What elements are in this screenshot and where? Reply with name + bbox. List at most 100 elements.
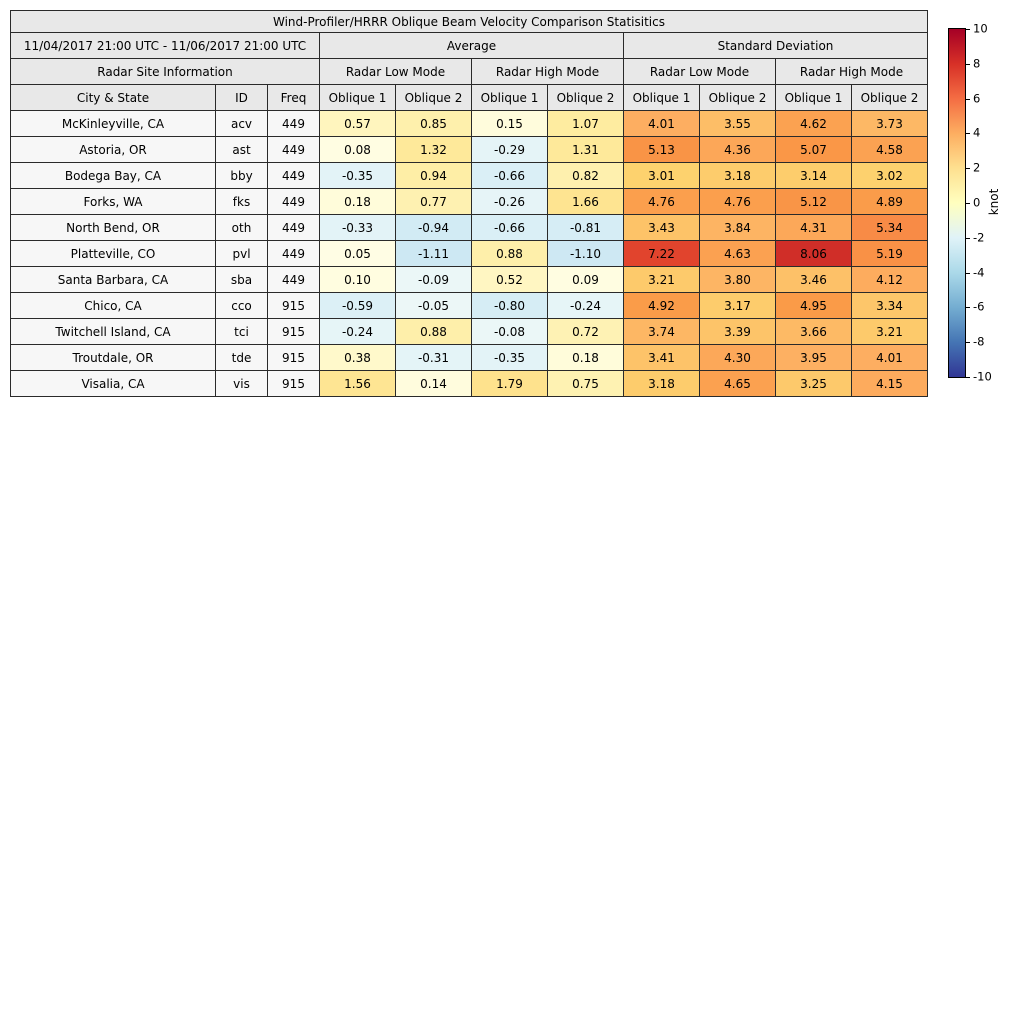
value-cell: 0.77: [395, 188, 472, 215]
freq-cell: 915: [267, 292, 320, 319]
table-header: Wind-Profiler/HRRR Oblique Beam Velocity…: [10, 10, 928, 111]
value-cell: 3.14: [775, 162, 852, 189]
value-cell: 1.32: [395, 136, 472, 163]
value-cell: -0.31: [395, 344, 472, 371]
site-row: Chico, CA cco 915 -0.59 -0.05 -0.80 -0.24 4.92 3…: [10, 292, 928, 319]
site-id-cell: oth: [215, 214, 268, 241]
value-cell: -0.35: [471, 344, 548, 371]
value-cell: 1.66: [547, 188, 624, 215]
value-cell: 4.15: [851, 370, 928, 397]
value-cell: 3.84: [699, 214, 776, 241]
city-column-header: City & State: [10, 84, 216, 111]
site-info-header: Radar Site Information: [10, 58, 320, 85]
title-row: Wind-Profiler/HRRR Oblique Beam Velocity…: [10, 10, 928, 33]
value-cell: 4.89: [851, 188, 928, 215]
value-cell: 4.36: [699, 136, 776, 163]
table-body: McKinleyville, CA acv 449 0.57 0.85 0.15 1.07 4…: [10, 110, 928, 397]
city-cell: McKinleyville, CA: [10, 110, 216, 137]
site-id-cell: fks: [215, 188, 268, 215]
stats-table: Wind-Profiler/HRRR Oblique Beam Velocity…: [10, 10, 928, 397]
column-header-row: City & State ID Freq Oblique 1 Oblique 2…: [10, 84, 928, 111]
value-cell: 0.15: [471, 110, 548, 137]
value-cell: 3.18: [623, 370, 700, 397]
colorbar-tick-label: 6: [973, 90, 981, 105]
site-row: Astoria, OR ast 449 0.08 1.32 -0.29 1.31 5.13 4.…: [10, 136, 928, 163]
value-cell: 3.34: [851, 292, 928, 319]
value-cell: 0.52: [471, 266, 548, 293]
period-cell: 11/04/2017 21:00 UTC - 11/06/2017 21:00 …: [10, 32, 320, 59]
colorbar-tick: [966, 237, 970, 239]
avg-low-mode-header: Radar Low Mode: [319, 58, 472, 85]
table-title: Wind-Profiler/HRRR Oblique Beam Velocity…: [10, 10, 928, 33]
id-column-header: ID: [215, 84, 268, 111]
value-cell: -0.29: [471, 136, 548, 163]
value-cell: -1.10: [547, 240, 624, 267]
site-row: Twitchell Island, CA tci 915 -0.24 0.88 -0.08…: [10, 318, 928, 345]
value-cell: 5.19: [851, 240, 928, 267]
colorbar-tick: [966, 272, 970, 274]
city-cell: Astoria, OR: [10, 136, 216, 163]
stddev-group-header: Standard Deviation: [623, 32, 928, 59]
colorbar-tick-label: 0: [973, 195, 981, 210]
site-row: McKinleyville, CA acv 449 0.57 0.85 0.15 1.07 4…: [10, 110, 928, 137]
oblique1-column-header: Oblique 1: [623, 84, 700, 111]
colorbar-tick-label: -6: [973, 299, 985, 314]
colorbar-tick: [966, 133, 970, 135]
value-cell: -0.08: [471, 318, 548, 345]
site-row: Bodega Bay, CA bby 449 -0.35 0.94 -0.66 0.82 3.…: [10, 162, 928, 189]
value-cell: -0.35: [319, 162, 396, 189]
value-cell: 4.30: [699, 344, 776, 371]
colorbar-tick-label: 8: [973, 56, 981, 71]
site-row: Visalia, CA vis 915 1.56 0.14 1.79 0.75 3.18 4.6…: [10, 370, 928, 397]
value-cell: 4.76: [623, 188, 700, 215]
value-cell: 3.95: [775, 344, 852, 371]
city-cell: Bodega Bay, CA: [10, 162, 216, 189]
value-cell: 4.01: [851, 344, 928, 371]
value-cell: -0.80: [471, 292, 548, 319]
site-id-cell: pvl: [215, 240, 268, 267]
site-id-cell: bby: [215, 162, 268, 189]
oblique1-column-header: Oblique 1: [319, 84, 396, 111]
value-cell: 4.76: [699, 188, 776, 215]
value-cell: 0.85: [395, 110, 472, 137]
colorbar-tick: [966, 342, 970, 344]
site-id-cell: cco: [215, 292, 268, 319]
oblique2-column-header: Oblique 2: [395, 84, 472, 111]
value-cell: -0.05: [395, 292, 472, 319]
colorbar-tick-label: 2: [973, 160, 981, 175]
city-cell: Twitchell Island, CA: [10, 318, 216, 345]
value-cell: 4.62: [775, 110, 852, 137]
value-cell: 0.82: [547, 162, 624, 189]
value-cell: 4.58: [851, 136, 928, 163]
value-cell: 3.73: [851, 110, 928, 137]
value-cell: 3.02: [851, 162, 928, 189]
value-cell: 0.94: [395, 162, 472, 189]
value-cell: 0.18: [547, 344, 624, 371]
value-cell: -0.66: [471, 162, 548, 189]
value-cell: 4.12: [851, 266, 928, 293]
site-row: North Bend, OR oth 449 -0.33 -0.94 -0.66 -0.81…: [10, 214, 928, 241]
freq-cell: 915: [267, 344, 320, 371]
value-cell: -0.66: [471, 214, 548, 241]
freq-cell: 449: [267, 136, 320, 163]
value-cell: 3.41: [623, 344, 700, 371]
colorbar-tick-label: -10: [973, 369, 992, 384]
value-cell: 3.74: [623, 318, 700, 345]
colorbar-tick: [966, 29, 970, 30]
value-cell: 3.55: [699, 110, 776, 137]
value-cell: 1.56: [319, 370, 396, 397]
value-cell: -0.09: [395, 266, 472, 293]
value-cell: 3.25: [775, 370, 852, 397]
site-id-cell: vis: [215, 370, 268, 397]
freq-cell: 449: [267, 162, 320, 189]
colorbar-tick-label: -4: [973, 264, 985, 279]
value-cell: 1.79: [471, 370, 548, 397]
value-cell: 0.09: [547, 266, 624, 293]
average-group-header: Average: [319, 32, 624, 59]
colorbar-tick-label: 4: [973, 125, 981, 140]
colorbar-tick: [966, 98, 970, 100]
city-cell: Forks, WA: [10, 188, 216, 215]
value-cell: 3.21: [851, 318, 928, 345]
value-cell: 0.88: [471, 240, 548, 267]
oblique2-column-header: Oblique 2: [547, 84, 624, 111]
